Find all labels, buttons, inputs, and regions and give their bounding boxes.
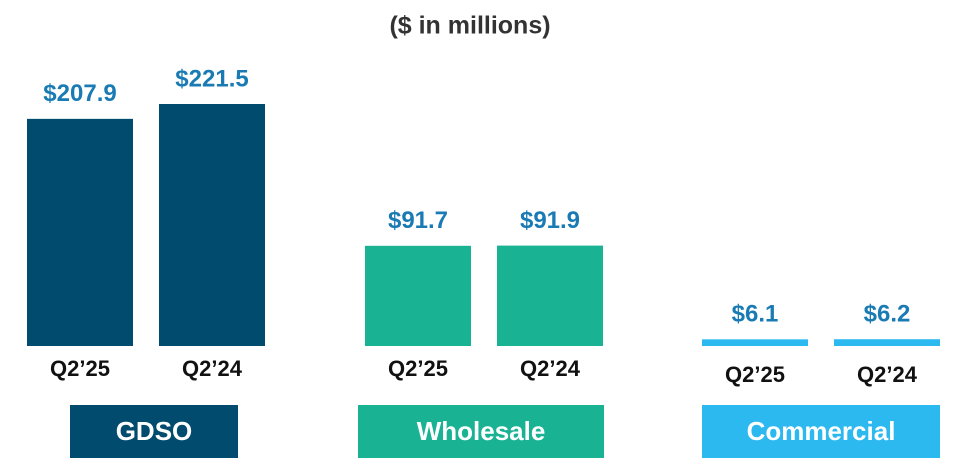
bar bbox=[702, 339, 808, 346]
category-label: Q2’24 bbox=[182, 356, 243, 381]
bar bbox=[834, 339, 940, 346]
group-box bbox=[702, 405, 940, 458]
group-name: Commercial bbox=[747, 416, 896, 446]
group-box bbox=[358, 405, 604, 458]
category-label: Q2’25 bbox=[388, 356, 448, 381]
category-label: Q2’24 bbox=[857, 362, 918, 387]
bar bbox=[159, 104, 265, 346]
group-box bbox=[70, 405, 238, 458]
bar bbox=[27, 118, 133, 346]
group-name: Wholesale bbox=[417, 416, 546, 446]
value-label: $221.5 bbox=[175, 65, 248, 92]
category-label: Q2’25 bbox=[50, 356, 110, 381]
value-label: $6.2 bbox=[864, 301, 911, 328]
chart-title: ($ in millions) bbox=[389, 12, 550, 40]
bar bbox=[497, 245, 603, 346]
bar bbox=[365, 245, 471, 346]
category-label: Q2’24 bbox=[520, 356, 581, 381]
group-name: GDSO bbox=[116, 416, 193, 446]
value-label: $91.9 bbox=[520, 207, 580, 234]
value-label: $91.7 bbox=[388, 207, 448, 234]
value-label: $207.9 bbox=[43, 80, 116, 107]
value-label: $6.1 bbox=[732, 301, 779, 328]
category-label: Q2’25 bbox=[725, 362, 785, 387]
